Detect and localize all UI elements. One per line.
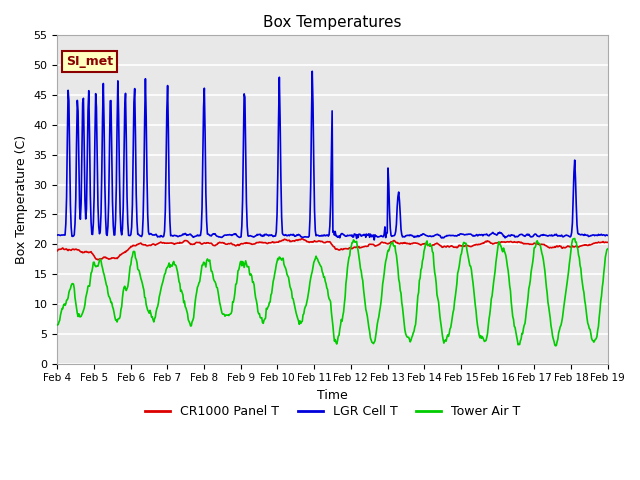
Y-axis label: Box Temperature (C): Box Temperature (C) xyxy=(15,135,28,264)
X-axis label: Time: Time xyxy=(317,389,348,402)
Legend: CR1000 Panel T, LGR Cell T, Tower Air T: CR1000 Panel T, LGR Cell T, Tower Air T xyxy=(140,400,525,423)
Title: Box Temperatures: Box Temperatures xyxy=(263,15,402,30)
Text: SI_met: SI_met xyxy=(66,55,113,68)
